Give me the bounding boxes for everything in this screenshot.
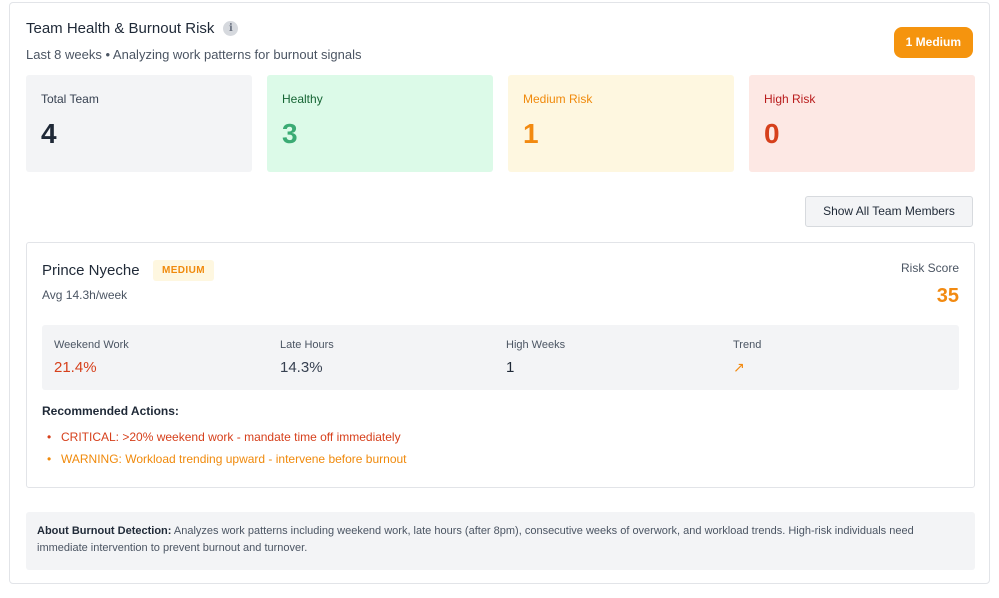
stat-label: Healthy [282, 92, 323, 106]
member-name: Prince Nyeche [42, 262, 140, 279]
stat-high-risk: High Risk 0 [749, 75, 975, 172]
recommendations-title: Recommended Actions: [42, 404, 179, 418]
risk-score-value: 35 [936, 285, 959, 307]
metric-label: Trend [733, 339, 762, 351]
metric-label: High Weeks [506, 339, 566, 351]
stat-value: 4 [41, 118, 57, 149]
metric-value: 14.3% [280, 359, 323, 376]
info-icon[interactable]: i [223, 21, 239, 36]
header: Team Health & Burnout Risk i [26, 20, 239, 37]
burnout-risk-card: Team Health & Burnout Risk i Last 8 week… [9, 2, 990, 584]
stat-label: Total Team [41, 92, 99, 106]
metric-late-hours: Late Hours 14.3% [280, 339, 334, 376]
about-title: About Burnout Detection: [37, 525, 172, 537]
risk-summary-badge: 1 Medium [893, 27, 973, 58]
stat-label: High Risk [764, 92, 816, 106]
page-title: Team Health & Burnout Risk [26, 20, 215, 37]
about-text: Analyzes work patterns including weekend… [37, 525, 914, 554]
metrics-panel: Weekend Work 21.4% Late Hours 14.3% High… [42, 325, 959, 390]
stat-value: 1 [523, 118, 539, 149]
metric-value: 1 [506, 359, 515, 376]
risk-level-badge: MEDIUM [153, 260, 214, 281]
metric-trend: Trend ↗ [733, 339, 761, 376]
stat-healthy: Healthy 3 [267, 75, 493, 172]
stat-label: Medium Risk [523, 92, 593, 106]
stat-value: 0 [764, 118, 780, 149]
metric-value: 21.4% [54, 359, 97, 376]
list-item: WARNING: Workload trending upward - inte… [47, 452, 407, 466]
stat-value: 3 [282, 118, 298, 149]
recommendations-list: CRITICAL: >20% weekend work - mandate ti… [47, 430, 407, 474]
member-avg-hours: Avg 14.3h/week [42, 288, 128, 302]
list-item: CRITICAL: >20% weekend work - mandate ti… [47, 430, 407, 444]
risk-score-label: Risk Score [900, 261, 959, 275]
member-card: Prince Nyeche MEDIUM Avg 14.3h/week Risk… [26, 242, 975, 488]
stat-total-team: Total Team 4 [26, 75, 252, 172]
trend-up-arrow-icon: ↗ [733, 359, 745, 375]
metric-label: Weekend Work [54, 339, 129, 351]
about-note: About Burnout Detection: Analyzes work p… [26, 512, 975, 570]
metric-label: Late Hours [280, 339, 334, 351]
show-all-members-button[interactable]: Show All Team Members [805, 196, 973, 227]
metric-high-weeks: High Weeks 1 [506, 339, 565, 376]
metric-weekend-work: Weekend Work 21.4% [54, 339, 129, 376]
subtitle: Last 8 weeks • Analyzing work patterns f… [26, 47, 362, 62]
stat-medium-risk: Medium Risk 1 [508, 75, 734, 172]
